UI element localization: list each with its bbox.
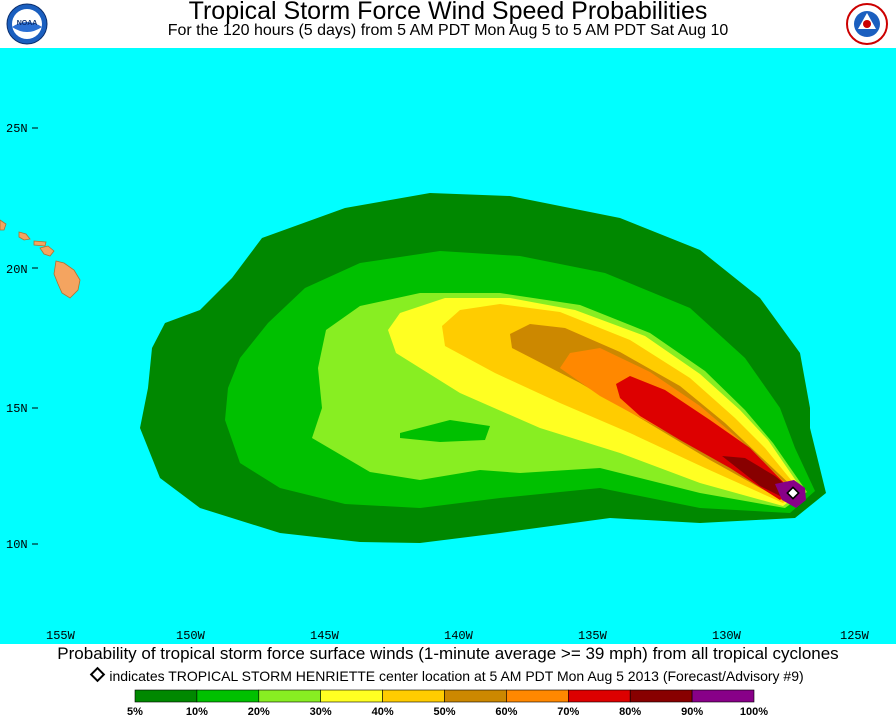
island-oahu bbox=[18, 231, 31, 241]
page-subtitle: For the 120 hours (5 days) from 5 AM PDT… bbox=[167, 22, 729, 39]
island-kauai bbox=[0, 219, 7, 231]
legend-label: 100% bbox=[740, 706, 768, 716]
legend-swatch bbox=[382, 689, 445, 703]
probability-map: 25N 20N 15N 10N 155W 150W 145W 140W 135W… bbox=[0, 48, 896, 644]
lat-label: 25N bbox=[6, 122, 28, 136]
legend-label: 20% bbox=[248, 706, 270, 716]
legend-label: 30% bbox=[310, 706, 332, 716]
longitude-labels: 155W 150W 145W 140W 135W 130W 125W bbox=[46, 629, 870, 643]
legend-swatch bbox=[691, 689, 755, 703]
legend-labels: 5% 10% 20% 30% 40% 50% 60% 70% 80% 90% 100% bbox=[127, 706, 768, 716]
storm-note-text: indicates TROPICAL STORM HENRIETTE cente… bbox=[109, 668, 804, 684]
legend-swatches bbox=[134, 689, 755, 703]
legend-swatch bbox=[196, 689, 260, 703]
graticule-ticks bbox=[32, 127, 38, 545]
footer: Probability of tropical storm force surf… bbox=[0, 644, 896, 716]
footer-description: Probability of tropical storm force surf… bbox=[57, 644, 839, 663]
svg-text:NOAA: NOAA bbox=[17, 20, 38, 27]
lon-label: 145W bbox=[310, 629, 340, 643]
header: NOAA Tropical Storm Force Wind Speed Pro… bbox=[0, 0, 896, 48]
legend-swatch bbox=[506, 689, 569, 703]
lon-label: 140W bbox=[444, 629, 474, 643]
legend-swatch bbox=[444, 689, 507, 703]
page-title: Tropical Storm Force Wind Speed Probabil… bbox=[188, 0, 708, 25]
lat-label: 15N bbox=[6, 402, 28, 416]
legend-label: 40% bbox=[372, 706, 394, 716]
lon-label: 135W bbox=[578, 629, 608, 643]
noaa-logo: NOAA bbox=[6, 3, 48, 45]
island-maui bbox=[39, 245, 55, 257]
diamond-icon bbox=[90, 666, 106, 683]
lon-label: 130W bbox=[712, 629, 742, 643]
legend-label: 90% bbox=[681, 706, 703, 716]
legend-label: 50% bbox=[433, 706, 455, 716]
lat-label: 10N bbox=[6, 538, 28, 552]
legend-swatch bbox=[258, 689, 321, 703]
legend-label: 10% bbox=[186, 706, 208, 716]
hawaiian-islands bbox=[0, 219, 81, 299]
lat-label: 20N bbox=[6, 263, 28, 277]
probability-contours bbox=[140, 193, 826, 543]
storm-center-diamond bbox=[786, 486, 800, 500]
latitude-labels: 25N 20N 15N 10N bbox=[6, 122, 28, 552]
contour-80 bbox=[722, 456, 792, 498]
legend-label: 5% bbox=[127, 706, 143, 716]
legend-swatch bbox=[320, 689, 383, 703]
legend-label: 60% bbox=[495, 706, 517, 716]
legend-label: 70% bbox=[557, 706, 579, 716]
island-hawaii bbox=[53, 260, 81, 299]
legend-swatch bbox=[134, 689, 198, 703]
contour-20-notch bbox=[400, 420, 490, 442]
color-legend: 5% 10% 20% 30% 40% 50% 60% 70% 80% 90% 100% bbox=[127, 689, 768, 716]
legend-swatch bbox=[567, 689, 631, 703]
footer-storm-note: indicates TROPICAL STORM HENRIETTE cente… bbox=[0, 666, 896, 684]
lon-label: 155W bbox=[46, 629, 76, 643]
lon-label: 125W bbox=[840, 629, 870, 643]
nws-logo bbox=[846, 3, 888, 45]
legend-swatch bbox=[629, 689, 693, 703]
lon-label: 150W bbox=[176, 629, 206, 643]
legend-label: 80% bbox=[619, 706, 641, 716]
island-molokai bbox=[33, 240, 47, 247]
